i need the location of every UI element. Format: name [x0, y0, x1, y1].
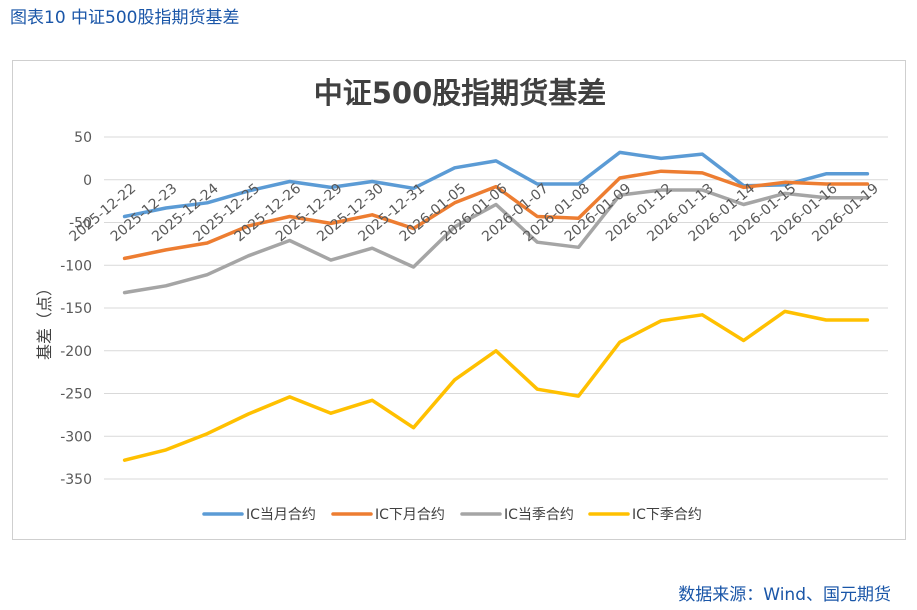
y-tick-label: -200 — [60, 344, 92, 360]
chart-title: 中证500股指期货基差 — [314, 76, 607, 110]
legend: IC当月合约 IC下月合约 IC当季合约 IC下季合约 — [202, 507, 702, 523]
y-axis-label: 基差（点） — [35, 280, 54, 360]
legend-label: IC下季合约 — [632, 507, 702, 523]
legend-label: IC下月合约 — [375, 507, 445, 523]
series-line-2 — [122, 169, 870, 261]
chart-frame — [12, 60, 906, 540]
y-tick-label: -100 — [60, 258, 92, 274]
y-tick-label: -50 — [69, 216, 92, 232]
y-tick-label: 50 — [74, 130, 92, 146]
y-tick-label: 0 — [83, 173, 92, 189]
y-tick-label: -350 — [60, 472, 92, 488]
y-tick-label: -300 — [60, 429, 92, 445]
y-tick-label: -150 — [60, 301, 92, 317]
series-line-4 — [122, 309, 870, 462]
figure-title: 图表10 中证500股指期货基差 — [10, 8, 240, 28]
source-note: 数据来源：Wind、国元期货 — [678, 585, 891, 605]
legend-label: IC当月合约 — [246, 507, 316, 523]
x-axis-ticks: 2025-12-222025-12-232025-12-242025-12-25… — [67, 181, 882, 246]
y-tick-label: -250 — [60, 387, 92, 403]
series-lines — [122, 150, 870, 462]
legend-label: IC当季合约 — [504, 507, 574, 523]
y-axis-ticks: 50 0 -50 -100 -150 -200 -250 -300 -350 — [60, 130, 92, 488]
series-line-3 — [122, 188, 870, 295]
